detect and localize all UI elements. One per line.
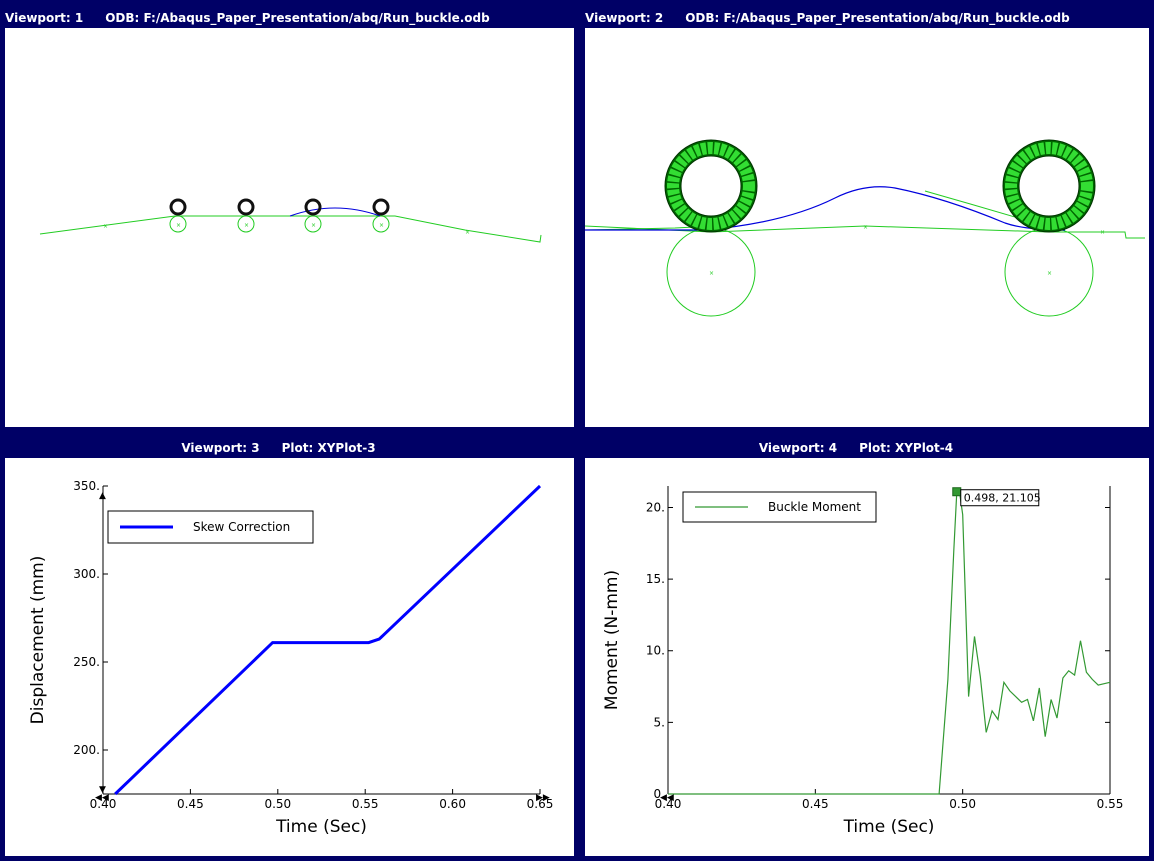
- svg-text:×: ×: [311, 222, 316, 229]
- viewport-4-plot: Plot: XYPlot-4: [859, 441, 954, 455]
- x-axis-title: Time (Sec): [275, 817, 367, 837]
- node-marks: × × × ×: [709, 224, 1105, 277]
- paper-sheet-blue: [585, 186, 1066, 231]
- svg-text:×: ×: [379, 222, 384, 229]
- x-tick-label: 0.50: [949, 797, 976, 811]
- viewport-2-label: Viewport: 2: [585, 11, 664, 25]
- viewport-4-canvas[interactable]: 0.40 0.45 0.50 0.55 0. 5. 10. 15. 20. Time (Sec) M…: [585, 458, 1149, 856]
- upper-roller-right: [1002, 139, 1096, 233]
- y-tick-label: 300.: [73, 567, 100, 581]
- model-view-zoomed: × × × ×: [585, 139, 1145, 317]
- viewport-3-title: Viewport: 3 Plot: XYPlot-3: [5, 438, 574, 458]
- viewport-2-odb: ODB: F:/Abaqus_Paper_Presentation/abq/Ru…: [685, 11, 1070, 25]
- svg-text:×: ×: [709, 270, 714, 277]
- svg-text:×: ×: [863, 224, 868, 231]
- viewport-3[interactable]: Viewport: 3 Plot: XYPlot-3 0.40 0.45 0.50 0.…: [5, 438, 574, 856]
- viewport-2[interactable]: Viewport: 2 ODB: F:/Abaqus_Paper_Presenta…: [585, 8, 1149, 427]
- xy-plot-skew-correction: 0.40 0.45 0.50 0.55 0.60 0.65 200. 250. 300. 350.…: [28, 479, 554, 837]
- svg-text:×: ×: [1100, 229, 1105, 236]
- viewport-4-label: Viewport: 4: [758, 441, 838, 455]
- legend-label: Buckle Moment: [768, 500, 861, 514]
- upper-rollers: [169, 198, 390, 216]
- x-tick-label: 0.60: [439, 797, 466, 811]
- probe-label: 0.498, 21.105: [964, 492, 1041, 505]
- svg-text:×: ×: [465, 229, 470, 236]
- viewport-1-title: Viewport: 1 ODB: F:/Abaqus_Paper_Presenta…: [5, 8, 574, 28]
- viewport-1-canvas[interactable]: × × × × × ×: [5, 28, 574, 427]
- viewport-4[interactable]: Viewport: 4 Plot: XYPlot-4 0.40 0.45 0.50 0.…: [585, 438, 1149, 856]
- x-tick-label: 0.50: [264, 797, 291, 811]
- y-tick-label: 10.: [646, 644, 665, 658]
- x-tick-label: 0.40: [655, 797, 682, 811]
- x-max-arrow-icon: ▶▶: [536, 793, 550, 803]
- y-tick-label: 200.: [73, 743, 100, 757]
- x-min-arrow-icon: ◀◀: [95, 793, 109, 803]
- y-axis-title: Displacement (mm): [28, 556, 48, 725]
- y-tick-label: 0.: [654, 787, 665, 801]
- viewport-2-canvas[interactable]: × × × ×: [585, 28, 1149, 427]
- svg-text:×: ×: [1047, 270, 1052, 277]
- y-min-arrow-icon: ▼: [99, 785, 106, 795]
- viewport-1-label: Viewport: 1: [5, 11, 84, 25]
- x-min-arrow-icon: ◀◀: [660, 793, 674, 803]
- viewport-3-label: Viewport: 3: [181, 441, 260, 455]
- x-axis-title: Time (Sec): [843, 817, 935, 837]
- y-tick-label: 15.: [646, 572, 665, 586]
- xy-plot-buckle-moment: 0.40 0.45 0.50 0.55 0. 5. 10. 15. 20. Time (Sec) M…: [602, 486, 1124, 837]
- lower-roller-circles: [666, 227, 1094, 317]
- series-line: [114, 484, 542, 796]
- y-tick-label: 350.: [73, 479, 100, 493]
- green-mesh-lines: [39, 215, 542, 243]
- node-marks: × × × × × ×: [103, 222, 470, 236]
- x-tick-label: 0.45: [177, 797, 204, 811]
- viewport-2-title: Viewport: 2 ODB: F:/Abaqus_Paper_Presenta…: [585, 8, 1149, 28]
- upper-roller-left: [664, 139, 758, 233]
- viewport-1-odb: ODB: F:/Abaqus_Paper_Presentation/abq/Ru…: [105, 11, 490, 25]
- viewport-1[interactable]: Viewport: 1 ODB: F:/Abaqus_Paper_Presenta…: [5, 8, 574, 427]
- x-tick-label: 0.65: [527, 797, 554, 811]
- svg-text:×: ×: [244, 222, 249, 229]
- svg-text:×: ×: [176, 222, 181, 229]
- green-upper-line: [585, 190, 1046, 231]
- legend-label: Skew Correction: [193, 520, 290, 534]
- y-tick-label: 250.: [73, 655, 100, 669]
- x-tick-label: 0.45: [802, 797, 829, 811]
- probe-label-box: [960, 489, 1040, 507]
- y-max-arrow-icon: ▲: [99, 491, 106, 501]
- series-line: [668, 490, 1111, 795]
- viewport-3-plot: Plot: XYPlot-3: [281, 441, 376, 455]
- y-tick-label: 5.: [654, 715, 665, 729]
- x-tick-label: 0.55: [352, 797, 379, 811]
- x-tick-label: 0.55: [1097, 797, 1124, 811]
- y-tick-label: 20.: [646, 500, 665, 514]
- model-view-overview: × × × × × ×: [39, 198, 542, 243]
- y-axis-title: Moment (N-mm): [602, 570, 622, 710]
- probe-marker: [952, 487, 962, 497]
- viewport-4-title: Viewport: 4 Plot: XYPlot-4: [585, 438, 1149, 458]
- x-tick-label: 0.40: [90, 797, 117, 811]
- viewport-3-canvas[interactable]: 0.40 0.45 0.50 0.55 0.60 0.65 200. 250. 300. 350.…: [5, 458, 574, 856]
- svg-text:×: ×: [103, 223, 108, 230]
- paper-sheet-blue: [289, 207, 381, 217]
